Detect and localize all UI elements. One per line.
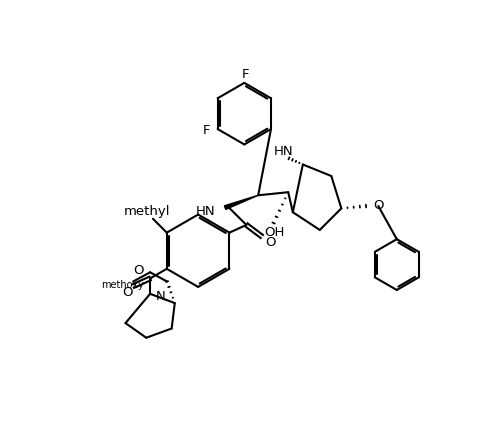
Text: HN: HN [273,145,293,158]
Text: O: O [373,199,383,212]
Text: HN: HN [195,205,214,218]
Polygon shape [224,195,257,209]
Text: O: O [121,286,132,299]
Text: F: F [203,124,210,137]
Text: O: O [133,264,144,277]
Text: OH: OH [264,226,284,239]
Text: O: O [265,236,275,249]
Text: methyl: methyl [123,205,170,218]
Text: methoxy: methoxy [101,280,143,290]
Text: N: N [155,290,165,303]
Text: F: F [242,68,249,81]
